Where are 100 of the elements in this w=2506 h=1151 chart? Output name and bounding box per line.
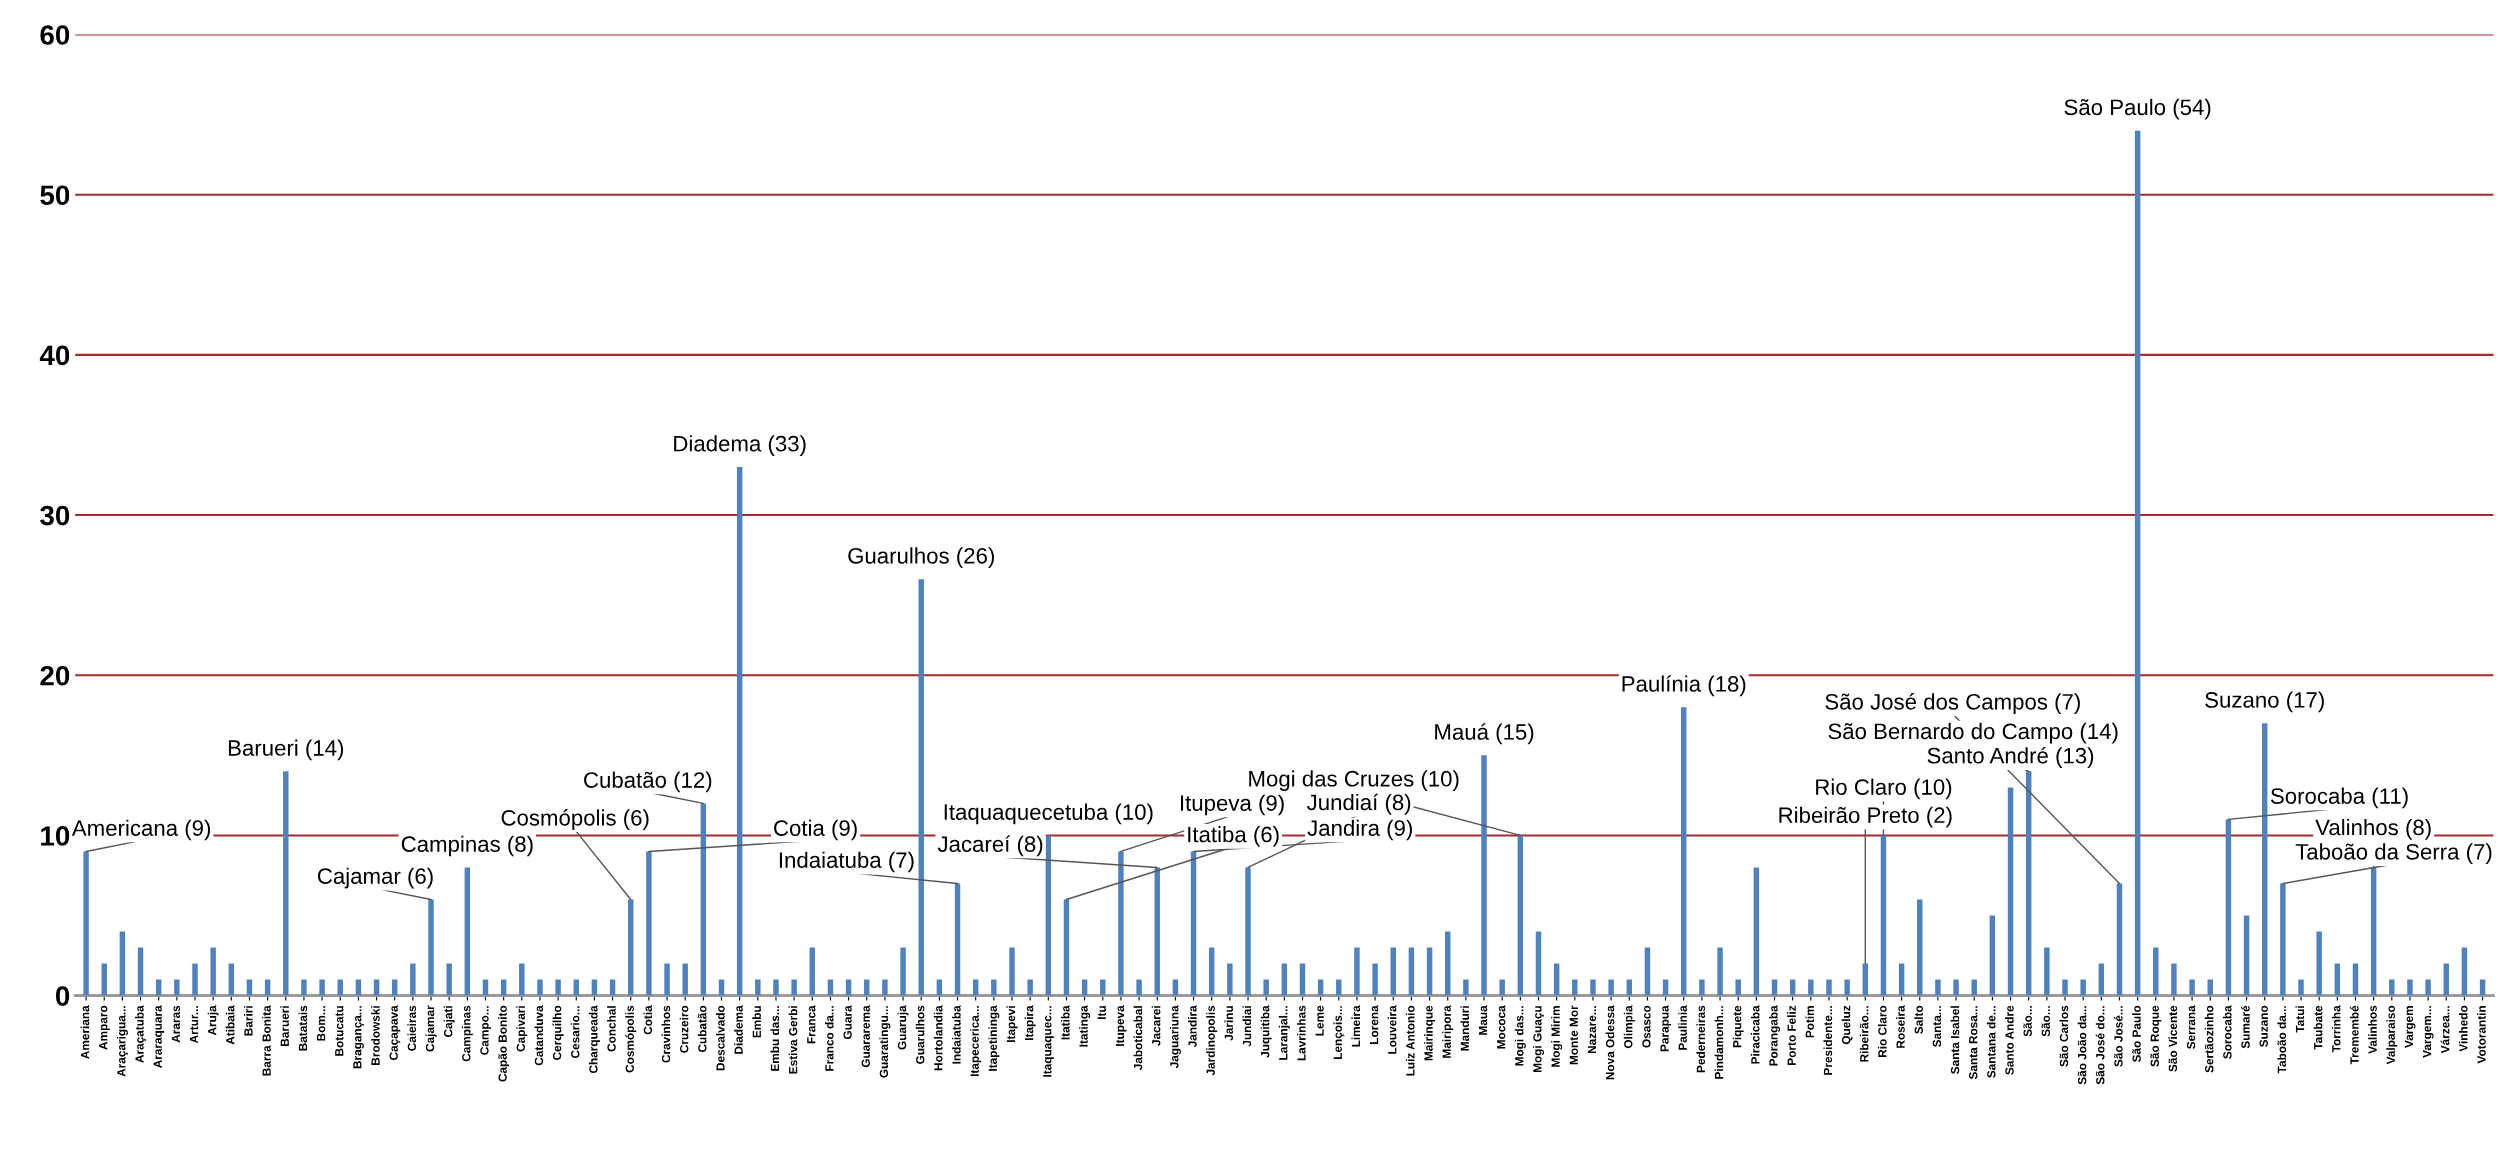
bar	[2316, 931, 2322, 996]
x-tick-label: Nova Odessa	[1605, 1005, 1615, 1080]
x-tick-label: Juquitiba	[1260, 1005, 1272, 1058]
annotation: Diadema (33)	[674, 435, 806, 456]
bar	[2171, 963, 2177, 996]
bar	[119, 931, 126, 996]
x-tick-label: Monte Mor	[1569, 1005, 1578, 1065]
x-tick-label: Descalvado	[716, 1005, 725, 1071]
bar	[1735, 979, 1741, 996]
x-tick-label: Santana de...	[1986, 1006, 1996, 1078]
bar	[2134, 130, 2141, 996]
bar	[2425, 979, 2431, 996]
x-tick-label: Paulinia	[1678, 1005, 1687, 1050]
x-tick-label: Embu	[752, 1006, 761, 1038]
y-tick-label: 40	[39, 345, 70, 366]
bar	[1681, 707, 1687, 996]
x-tick-label: Hortolandia	[933, 1005, 943, 1071]
x-tick-label: Estiva Gerbi	[788, 1006, 798, 1074]
x-tick-label: Potim	[1805, 1006, 1814, 1038]
annotation: Sorocaba (11)	[2270, 787, 2408, 809]
x-tick-label: Suzano	[2259, 1005, 2268, 1047]
x-tick-label: Votorantin	[2477, 1006, 2486, 1064]
annotation: Cosmópolis (6)	[501, 809, 649, 831]
bar	[773, 979, 779, 996]
annotation: Cajamar (6)	[317, 867, 433, 889]
bar	[1953, 979, 1959, 996]
bar	[1753, 867, 1760, 996]
x-tick-label: Valinhos	[2368, 1005, 2377, 1054]
y-tick-label: 20	[40, 665, 70, 686]
x-tick-label: Santa...	[1932, 1006, 1942, 1047]
bar	[1608, 979, 1614, 996]
x-tick-label: Rio Claro	[1877, 1005, 1887, 1058]
x-tick-label: Mogi Mirim	[1551, 1006, 1563, 1067]
x-tick-label: Taboão da...	[2277, 1006, 2287, 1074]
x-tick-label: Ribeirão...	[1859, 1006, 1869, 1062]
x-tick-label: Amparo	[99, 1005, 110, 1050]
x-tick-label: Araçatuba	[135, 1005, 147, 1063]
x-tick-label: São...	[2023, 1006, 2032, 1037]
bar	[1826, 979, 1832, 996]
x-tick-label: Bragança...	[353, 1006, 364, 1069]
bar	[1572, 979, 1578, 996]
annotation: Itaquaquecetuba (10)	[944, 803, 1153, 825]
x-tick-label: São Carlos	[2059, 1005, 2069, 1067]
annotation: Ribeirão Preto (2)	[1779, 806, 1952, 828]
bar	[1136, 979, 1142, 996]
x-tick-label: Jacarei	[1151, 1006, 1161, 1046]
x-tick-label: Nazare...	[1587, 1006, 1597, 1054]
x-tick-label: Itapecerica...	[970, 1006, 982, 1077]
x-tick-label: São José do...	[2095, 1006, 2105, 1085]
bar	[1372, 963, 1378, 996]
bar	[1045, 835, 1052, 996]
bar	[2080, 979, 2086, 996]
x-tick-label: Pederneiras	[1696, 1005, 1706, 1073]
x-tick-label: Lorena	[1370, 1005, 1379, 1044]
x-tick-label: Batatais	[298, 1005, 308, 1051]
bar	[192, 963, 198, 996]
x-tick-label: Mogi Guaçu	[1532, 1006, 1545, 1073]
bar	[1717, 947, 1723, 996]
x-tick-label: São...	[2041, 1006, 2051, 1037]
annotation: Mogi das Cruzes (10)	[1249, 770, 1459, 791]
x-tick-label: Presidente...	[1823, 1006, 1833, 1075]
bar	[1245, 867, 1251, 996]
x-tick-label: Guaruja	[897, 1005, 909, 1050]
bar	[283, 771, 289, 996]
x-tick-label: Guaratingu...	[879, 1006, 891, 1078]
x-tick-label: Serrana	[2186, 1005, 2196, 1049]
bar	[1644, 947, 1651, 996]
x-tick-label: Indaiatuba	[952, 1005, 961, 1064]
x-tick-label: Itupeva	[1115, 1005, 1127, 1046]
x-tick-label: Itu	[1097, 1006, 1106, 1019]
x-tick-label: São João da...	[2077, 1006, 2087, 1085]
x-tick-label: Porto Feliz	[1787, 1005, 1796, 1065]
y-tick-label: 50	[40, 185, 70, 206]
annotation: Rio Claro (10)	[1816, 778, 1952, 800]
annotation: Campinas (8)	[401, 835, 533, 857]
bar	[900, 947, 906, 996]
x-tick-label: Cubatão	[697, 1005, 707, 1053]
bar	[2261, 723, 2268, 996]
bar	[2153, 947, 2159, 996]
bar	[1481, 755, 1487, 996]
bar	[137, 947, 144, 996]
bar	[2116, 883, 2123, 996]
bar	[446, 963, 452, 996]
bar	[1935, 979, 1941, 996]
x-tick-label: Atibaia	[225, 1005, 235, 1045]
x-tick-label: Osasco	[1642, 1005, 1651, 1048]
bar	[1463, 979, 1469, 996]
x-tick-label: Diadema	[734, 1005, 743, 1054]
bar	[700, 803, 707, 996]
bar	[1190, 851, 1197, 996]
x-tick-label: Itapevi	[1006, 1006, 1018, 1042]
x-tick-label: Cerquilho	[552, 1005, 564, 1060]
x-tick-label: Sorocaba	[2222, 1005, 2232, 1059]
x-tick-label: Jandira	[1188, 1005, 1197, 1048]
x-tick-label: Jarinu	[1224, 1006, 1234, 1041]
bar	[210, 947, 216, 996]
bar	[555, 979, 561, 996]
bar	[2298, 979, 2304, 996]
annotation: Paulínia (18)	[1622, 675, 1746, 697]
x-tick-label: Cajati	[443, 1006, 455, 1037]
